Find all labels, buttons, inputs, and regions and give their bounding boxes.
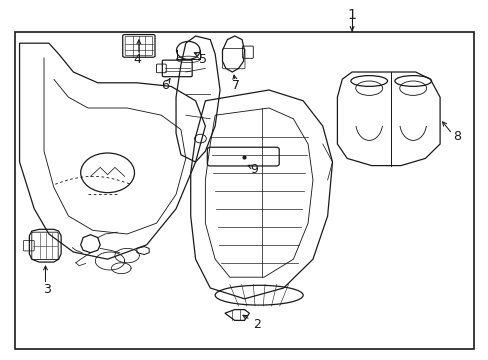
- Text: 4: 4: [133, 53, 141, 66]
- Text: 8: 8: [452, 130, 460, 143]
- Text: 6: 6: [161, 79, 169, 92]
- Text: 2: 2: [252, 318, 260, 330]
- Text: 5: 5: [199, 53, 206, 66]
- Text: 7: 7: [231, 79, 239, 92]
- Text: 1: 1: [347, 9, 356, 22]
- Text: 9: 9: [250, 163, 258, 176]
- Text: 3: 3: [43, 283, 51, 296]
- Bar: [15, 32, 473, 349]
